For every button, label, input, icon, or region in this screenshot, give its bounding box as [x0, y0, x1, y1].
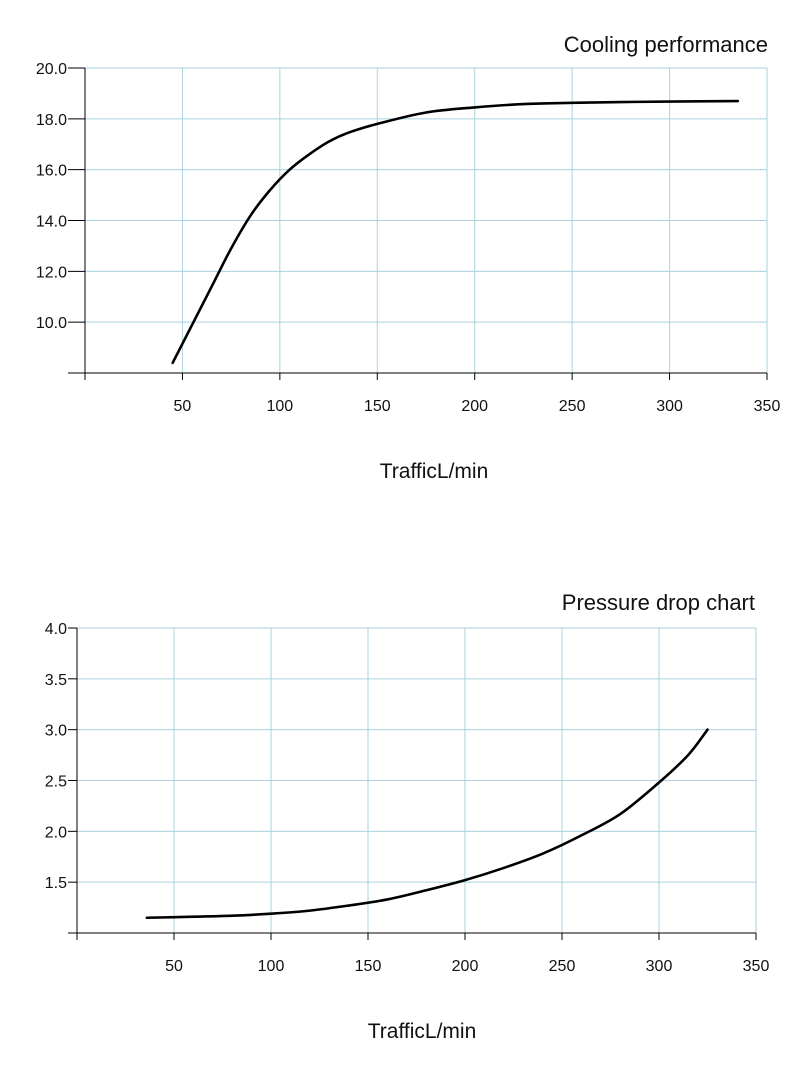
x-tick-label: 200 [461, 398, 488, 415]
y-tick-label: 12.0 [36, 264, 67, 281]
x-tick-label: 100 [258, 958, 285, 975]
x-tick-label: 100 [267, 398, 294, 415]
y-tick-label: 20.0 [36, 61, 67, 78]
y-tick-label: 10.0 [36, 315, 67, 332]
series-line [171, 99, 740, 365]
x-tick-label: 250 [549, 958, 576, 975]
x-axis-label: TrafficL/min [368, 1020, 477, 1043]
x-tick-label: 200 [452, 958, 479, 975]
x-tick-label: 150 [355, 958, 382, 975]
x-tick-label: 300 [646, 958, 673, 975]
chart-title: Cooling performance [564, 32, 768, 57]
series-line [145, 728, 709, 920]
y-tick-label: 14.0 [36, 214, 67, 231]
y-tick-label: 16.0 [36, 163, 67, 180]
x-tick-label: 350 [743, 958, 770, 975]
y-tick-label: 4.0 [45, 621, 67, 638]
y-tick-label: 2.5 [45, 774, 67, 791]
cooling-performance-chart: 10.0 12.0 14.0 16.0 18.0 20.0 50 100 150 200 250 30… [36, 32, 781, 483]
x-tick-label: 50 [165, 958, 183, 975]
pressure-drop-chart: 1.5 2.0 2.5 3.0 3.5 4.0 50 100 150 200 250 300 350 Pr… [45, 590, 770, 1043]
x-tick-label: 250 [559, 398, 586, 415]
y-tick-label: 18.0 [36, 112, 67, 129]
y-tick-label: 1.5 [45, 875, 67, 892]
y-tick-label: 3.5 [45, 672, 67, 689]
y-tick-label: 2.0 [45, 824, 67, 841]
x-tick-label: 50 [174, 398, 192, 415]
chart-title: Pressure drop chart [562, 590, 755, 615]
x-tick-label: 350 [754, 398, 781, 415]
x-axis-label: TrafficL/min [380, 460, 489, 483]
x-tick-label: 300 [656, 398, 683, 415]
x-tick-label: 150 [364, 398, 391, 415]
y-tick-label: 3.0 [45, 723, 67, 740]
